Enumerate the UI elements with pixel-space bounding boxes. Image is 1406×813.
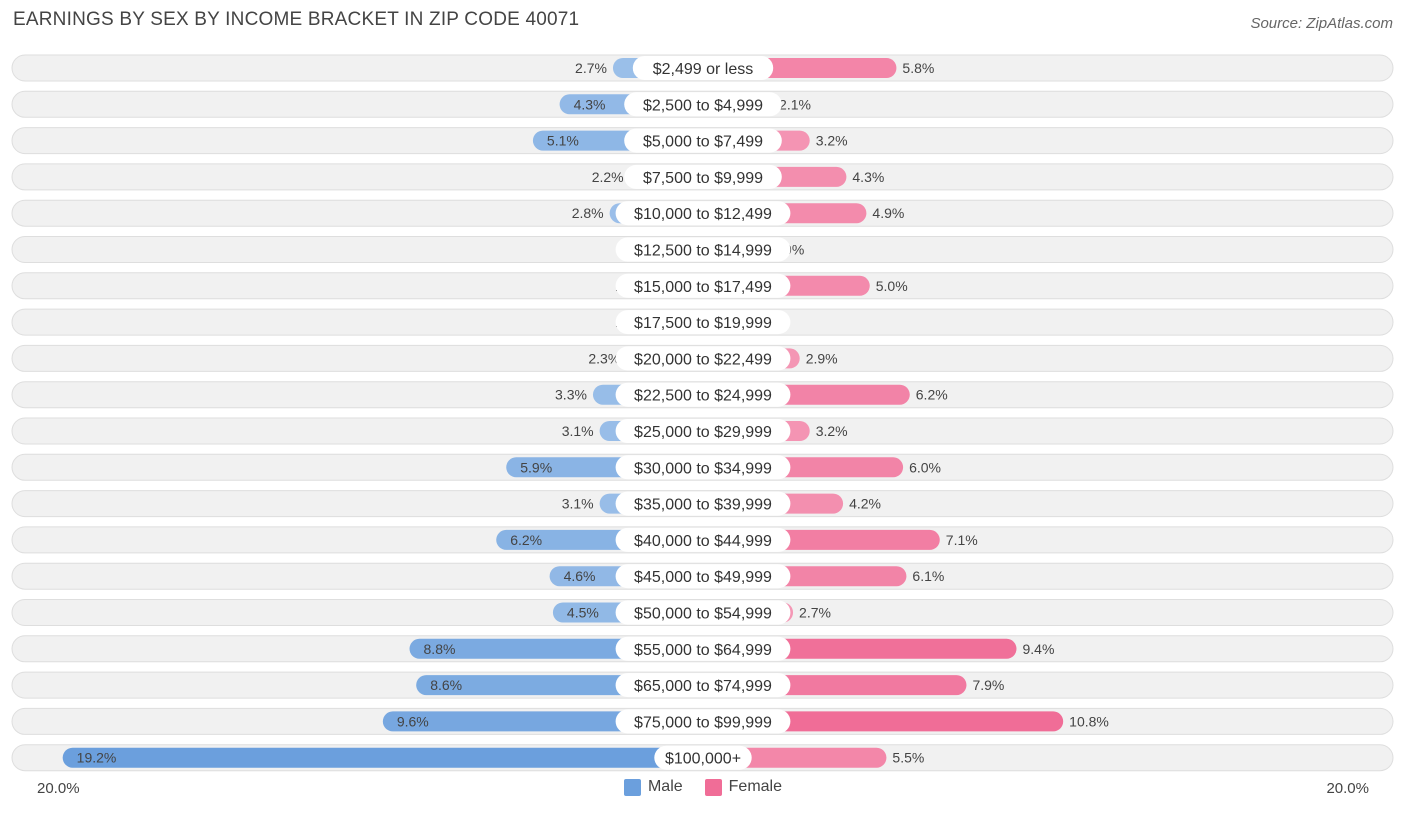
category-pill [615,455,791,480]
category-pill [615,419,791,443]
male-value-label: 3.3% [555,387,587,403]
category-pill [654,745,752,770]
female-value-label: 4.2% [849,496,881,512]
male-value-label: 5.9% [520,459,552,475]
female-value-label: 2.9% [806,350,838,366]
male-value-label: 6.2% [510,532,542,548]
category-pill [615,636,791,661]
female-value-label: 7.9% [972,677,1004,693]
category-pill [624,164,782,189]
category-pill [624,92,782,117]
female-value-label: 5.8% [902,60,934,76]
category-label: $2,500 to $4,999 [643,97,763,114]
legend-swatch-male [623,778,641,796]
male-value-label: 3.1% [562,496,594,512]
category-pill [615,564,791,589]
female-value-label: 5.5% [892,750,924,766]
category-pill [615,673,791,698]
category-pill [615,709,791,734]
female-value-label: 6.2% [916,387,948,403]
category-pill [615,346,791,371]
category-label: $20,000 to $22,499 [634,351,772,368]
female-bar [703,711,1064,732]
category-pill [615,273,791,298]
category-label: $12,500 to $14,999 [634,243,772,260]
male-value-label: 2.3% [588,350,620,366]
male-value-label: 8.8% [424,641,456,657]
category-label: $75,000 to $99,999 [634,714,772,731]
category-pill [615,201,791,226]
female-value-label: 5.0% [876,278,908,294]
female-value-label: 10.8% [1069,713,1109,729]
female-value-label: 6.1% [912,568,944,584]
category-label: $2,499 or less [653,61,754,78]
category-label: $30,000 to $34,999 [634,460,772,477]
category-label: $50,000 to $54,999 [634,606,772,623]
male-value-label: 2.8% [572,205,604,221]
legend-label-female: Female [728,778,783,795]
category-label: $25,000 to $29,999 [634,424,772,441]
male-value-label: 5.1% [547,133,579,149]
source-credit: Source: ZipAtlas.com [1250,15,1393,32]
female-value-label: 4.9% [872,205,904,221]
male-value-label: 2.7% [575,60,607,76]
axis-right-label: 20.0% [1326,780,1369,797]
male-bar [62,747,704,768]
category-label: $100,000+ [665,751,741,768]
male-value-label: 19.2% [77,750,117,766]
male-value-label: 4.6% [564,568,596,584]
legend-item-male[interactable]: Male [623,778,683,796]
category-pill [615,491,791,516]
category-label: $40,000 to $44,999 [634,533,772,550]
male-value-label: 9.6% [397,713,429,729]
category-pill [615,310,791,335]
category-pill [632,56,774,80]
category-pill [615,600,791,625]
category-label: $55,000 to $64,999 [634,642,772,659]
category-label: $5,000 to $7,499 [643,134,763,151]
category-pill [624,128,782,153]
legend-item-female[interactable]: Female [704,778,783,796]
female-value-label: 7.1% [946,532,978,548]
female-value-label: 3.2% [816,423,848,439]
chart-title: EARNINGS BY SEX BY INCOME BRACKET IN ZIP… [13,9,580,30]
category-pill [615,237,791,262]
category-label: $65,000 to $74,999 [634,678,772,695]
category-label: $15,000 to $17,499 [634,279,772,296]
male-value-label: 2.2% [592,169,624,185]
female-value-label: 4.3% [852,169,884,185]
category-pill [615,527,791,552]
legend-label-male: Male [647,778,683,795]
category-label: $10,000 to $12,499 [634,206,772,223]
legend-swatch-female [704,778,722,796]
female-value-label: 2.7% [799,605,831,621]
category-label: $35,000 to $39,999 [634,497,772,514]
female-value-label: 2.1% [779,96,811,112]
axis-left-label: 20.0% [37,780,80,797]
male-value-label: 4.3% [574,96,606,112]
legend: Male Female [0,778,1406,796]
category-pill [615,382,791,407]
female-value-label: 3.2% [816,133,848,149]
female-value-label: 6.0% [909,459,941,475]
male-value-label: 3.1% [562,423,594,439]
category-label: $45,000 to $49,999 [634,569,772,586]
female-value-label: 9.4% [1022,641,1054,657]
category-label: $22,500 to $24,999 [634,388,772,405]
category-label: $17,500 to $19,999 [634,315,772,332]
male-value-label: 4.5% [567,605,599,621]
category-label: $7,500 to $9,999 [643,170,763,187]
male-value-label: 8.6% [430,677,462,693]
